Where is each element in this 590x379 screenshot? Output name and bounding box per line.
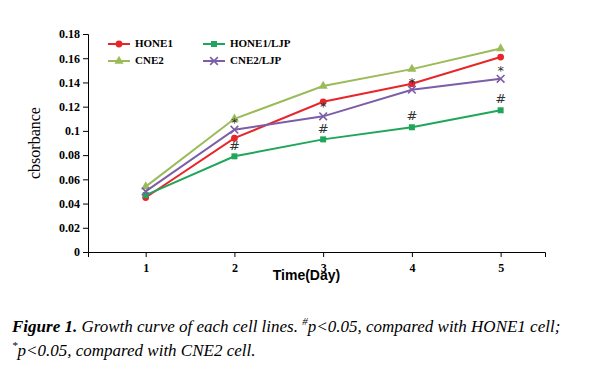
series-line bbox=[146, 49, 501, 187]
x-tick-mark bbox=[146, 252, 147, 257]
y-tick-label: 0.16 bbox=[59, 52, 80, 66]
x-tick-mark bbox=[234, 252, 235, 257]
series-marker bbox=[496, 43, 505, 51]
legend-label: CNE2 bbox=[135, 54, 164, 66]
y-tick-label: 0.08 bbox=[59, 148, 80, 162]
x-tick-label: 2 bbox=[232, 261, 238, 275]
caption-text: Growth curve of each cell lines. #p<0.05… bbox=[12, 317, 560, 361]
legend: HONE1 HONE1/LJP CNE2 CNE2/LJP bbox=[108, 37, 291, 66]
y-tick: 0.1 bbox=[65, 124, 88, 138]
y-tick-mark bbox=[83, 82, 88, 83]
y-tick: 0.16 bbox=[59, 52, 88, 66]
legend-marker bbox=[116, 41, 123, 48]
legend-label: HONE1/LJP bbox=[230, 37, 291, 49]
annotation: * bbox=[320, 99, 327, 114]
y-tick-label: 0.1 bbox=[65, 124, 80, 138]
series-marker bbox=[320, 136, 326, 142]
annotation: * bbox=[497, 63, 504, 78]
y-tick: 0.14 bbox=[59, 76, 88, 90]
series-marker bbox=[407, 64, 416, 72]
caption-space bbox=[77, 317, 81, 336]
x-axis-line bbox=[89, 253, 546, 258]
series-marker bbox=[319, 81, 328, 89]
caption-part: p<0.05, compared with HONE1 cell; bbox=[308, 317, 561, 336]
plot-area bbox=[141, 43, 505, 201]
series-line bbox=[146, 57, 501, 197]
y-axis-line bbox=[83, 35, 89, 253]
legend-marker bbox=[211, 41, 217, 47]
y-tick-mark bbox=[83, 204, 88, 205]
y-tick-mark bbox=[83, 252, 88, 253]
y-tick-mark bbox=[83, 155, 88, 156]
annotation: # bbox=[229, 138, 240, 153]
annotation: # bbox=[495, 91, 506, 106]
y-tick-label: 0.02 bbox=[59, 221, 80, 235]
y-tick-mark bbox=[83, 228, 88, 229]
caption-label: Figure 1. bbox=[12, 317, 77, 336]
x-tick-mark bbox=[412, 252, 413, 257]
y-tick: 0.12 bbox=[59, 100, 88, 114]
y-axis: 0 0.02 0.04 0.06 0.08 0.1 0.12 0.14 0.16 0.18 bbox=[59, 27, 89, 259]
x-tick-mark bbox=[501, 252, 502, 257]
y-tick-label: 0.18 bbox=[59, 27, 80, 41]
legend-item: HONE1/LJP bbox=[203, 37, 291, 49]
series-line bbox=[146, 110, 501, 195]
legend-item: HONE1 bbox=[108, 37, 173, 49]
y-tick-mark bbox=[83, 131, 88, 132]
y-tick: 0.06 bbox=[59, 173, 88, 187]
x-tick: 4 bbox=[409, 252, 415, 275]
x-axis-title: Time(Day) bbox=[273, 267, 340, 283]
annotation: * bbox=[409, 75, 416, 90]
x-tick-mark bbox=[323, 252, 324, 257]
series-marker bbox=[497, 54, 504, 61]
y-tick-label: 0.12 bbox=[59, 100, 80, 114]
legend-label: CNE2/LJP bbox=[230, 54, 282, 66]
caption: Figure 1. Growth curve of each cell line… bbox=[12, 314, 582, 363]
annotation: * bbox=[231, 115, 238, 130]
y-axis-title: cbsorbance bbox=[26, 107, 43, 179]
x-tick: 5 bbox=[498, 252, 504, 275]
legend-item: CNE2/LJP bbox=[203, 54, 282, 66]
caption-sup: * bbox=[12, 340, 18, 352]
legend-marker bbox=[210, 57, 218, 65]
y-tick-label: 0.14 bbox=[59, 76, 80, 90]
x-tick-label: 1 bbox=[143, 261, 149, 275]
series-marker bbox=[231, 153, 237, 159]
annotation: # bbox=[318, 121, 329, 136]
annotation: # bbox=[406, 108, 417, 123]
caption-sup: # bbox=[302, 315, 308, 327]
y-tick-label: 0 bbox=[74, 245, 80, 259]
series-marker bbox=[409, 124, 415, 130]
x-tick-label: 5 bbox=[498, 261, 504, 275]
y-tick-mark bbox=[83, 34, 88, 35]
caption-part: p<0.05, compared with CNE2 cell. bbox=[18, 341, 256, 360]
y-tick: 0 bbox=[74, 245, 88, 259]
caption-part: Growth curve of each cell lines. bbox=[81, 317, 302, 336]
y-tick-label: 0.04 bbox=[59, 197, 80, 211]
x-tick-label: 4 bbox=[409, 261, 415, 275]
legend-item: CNE2 bbox=[108, 54, 164, 66]
y-tick: 0.04 bbox=[59, 197, 88, 211]
y-tick-mark bbox=[83, 58, 88, 59]
series-marker bbox=[142, 188, 150, 196]
y-tick: 0.08 bbox=[59, 148, 88, 162]
series-line bbox=[146, 79, 501, 192]
x-tick: 1 bbox=[143, 252, 149, 275]
legend-label: HONE1 bbox=[135, 37, 173, 49]
y-tick: 0.18 bbox=[59, 27, 88, 41]
x-tick: 2 bbox=[232, 252, 238, 275]
y-tick-mark bbox=[83, 107, 88, 108]
y-tick: 0.02 bbox=[59, 221, 88, 235]
y-tick-label: 0.06 bbox=[59, 173, 80, 187]
series-marker bbox=[498, 107, 504, 113]
legend-marker bbox=[114, 56, 123, 64]
y-tick-mark bbox=[83, 179, 88, 180]
